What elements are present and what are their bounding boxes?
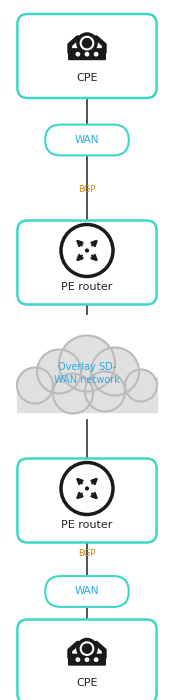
Text: BGP: BGP — [78, 549, 96, 557]
Circle shape — [76, 52, 80, 56]
Circle shape — [85, 372, 125, 412]
Circle shape — [61, 225, 113, 276]
FancyBboxPatch shape — [17, 14, 157, 98]
Bar — [17, 377, 157, 412]
Circle shape — [94, 658, 98, 662]
Circle shape — [85, 248, 89, 253]
Circle shape — [37, 349, 81, 393]
FancyBboxPatch shape — [17, 220, 157, 304]
Circle shape — [82, 38, 92, 48]
Circle shape — [76, 658, 80, 662]
Text: CPE: CPE — [76, 678, 98, 689]
Circle shape — [61, 463, 113, 514]
Circle shape — [78, 640, 96, 658]
Circle shape — [82, 643, 92, 654]
FancyBboxPatch shape — [17, 620, 157, 700]
Circle shape — [78, 34, 96, 52]
Circle shape — [17, 368, 53, 403]
Text: BGP: BGP — [78, 185, 96, 193]
Text: WAN: WAN — [75, 587, 99, 596]
Text: PE router: PE router — [61, 283, 113, 293]
Circle shape — [85, 658, 89, 662]
Text: WAN: WAN — [75, 135, 99, 145]
Circle shape — [94, 52, 98, 56]
Circle shape — [59, 335, 115, 391]
Text: CPE: CPE — [76, 73, 98, 83]
Circle shape — [85, 52, 89, 56]
Circle shape — [53, 374, 93, 414]
Text: PE router: PE router — [61, 521, 113, 531]
FancyBboxPatch shape — [68, 48, 106, 60]
Text: Overlay SD-
WAN network: Overlay SD- WAN network — [54, 362, 120, 385]
FancyBboxPatch shape — [68, 654, 106, 666]
Circle shape — [91, 347, 139, 395]
FancyBboxPatch shape — [45, 125, 129, 155]
FancyBboxPatch shape — [45, 576, 129, 607]
FancyBboxPatch shape — [17, 458, 157, 542]
Circle shape — [85, 486, 89, 491]
Circle shape — [125, 370, 157, 402]
